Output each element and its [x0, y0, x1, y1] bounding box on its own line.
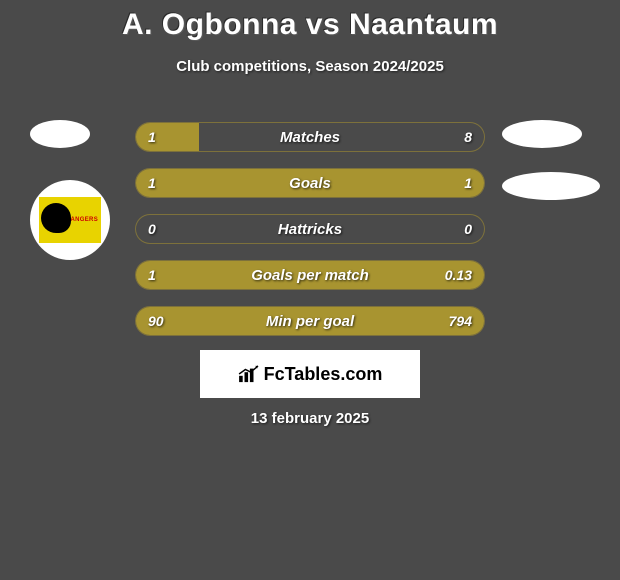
stat-value-right: 8: [464, 123, 472, 151]
stat-label: Min per goal: [136, 307, 484, 335]
stat-label: Matches: [136, 123, 484, 151]
stat-label: Goals: [136, 169, 484, 197]
page-title: A. Ogbonna vs Naantaum: [0, 8, 620, 42]
stat-row: 1Goals1: [135, 168, 485, 198]
stats-list: 1Matches81Goals10Hattricks01Goals per ma…: [135, 122, 485, 352]
date-text: 13 february 2025: [0, 410, 620, 427]
player-avatar-placeholder: [30, 120, 90, 148]
club-avatar-placeholder: [502, 172, 600, 200]
player-avatar-placeholder: [502, 120, 582, 148]
player-left-avatars: [30, 120, 90, 160]
page-subtitle: Club competitions, Season 2024/2025: [0, 58, 620, 75]
panther-icon: [41, 203, 71, 233]
stat-value-right: 794: [449, 307, 472, 335]
stat-row: 1Goals per match0.13: [135, 260, 485, 290]
club-badge-left: RANGERS: [30, 180, 110, 260]
brand-box[interactable]: FcTables.com: [200, 350, 420, 398]
stat-value-right: 0.13: [445, 261, 472, 289]
stat-label: Hattricks: [136, 215, 484, 243]
club-badge-inner: RANGERS: [39, 197, 101, 243]
comparison-widget: A. Ogbonna vs Naantaum Club competitions…: [0, 0, 620, 580]
stat-value-right: 1: [464, 169, 472, 197]
stat-label: Goals per match: [136, 261, 484, 289]
chart-icon: [238, 365, 260, 383]
stat-value-right: 0: [464, 215, 472, 243]
player-right-avatars: [502, 120, 600, 200]
stat-row: 1Matches8: [135, 122, 485, 152]
stat-row: 90Min per goal794: [135, 306, 485, 336]
stat-row: 0Hattricks0: [135, 214, 485, 244]
brand-text: FcTables.com: [264, 364, 383, 385]
